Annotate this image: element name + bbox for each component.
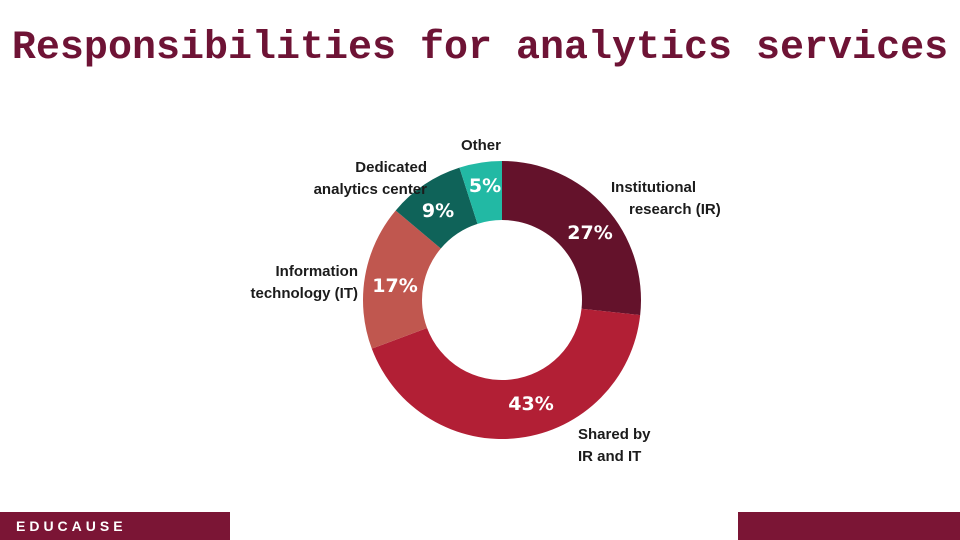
slice-value-label: 5% [469,175,501,197]
slice-category-label: Information technology (IT) [251,263,359,302]
slice-value-label: 43% [508,393,553,415]
donut-slice-1 [371,308,641,440]
donut-slice-2 [362,210,441,349]
footer-brand-bar: EDUCAUSE [0,512,230,540]
slice-category-label: Dedicated analytics center [314,159,428,198]
slice-value-label: 27% [567,222,612,244]
slice-category-label: Other [461,137,501,154]
slice-value-label: 17% [372,275,417,297]
donut-slice-0 [502,161,641,316]
slide-title: Responsibilities for analytics services [11,26,949,71]
donut-slice-4 [459,161,502,224]
slice-category-label: Institutional research (IR) [611,179,721,218]
educause-logo-text: EDUCAUSE [16,518,127,534]
slice-value-label: 9% [422,200,454,222]
donut-slice-3 [395,167,478,249]
footer-accent-bar [738,512,960,540]
slice-category-label: Shared by IR and IT [578,426,651,465]
